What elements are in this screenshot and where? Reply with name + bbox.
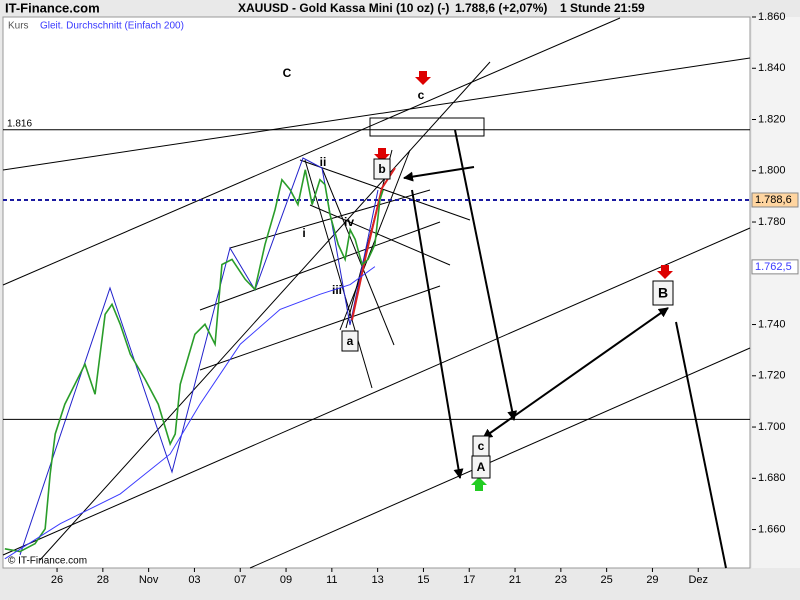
- trend-line: [199, 285, 441, 371]
- wave-label: ii: [320, 155, 327, 169]
- y-tick-label: 1.660: [758, 523, 786, 535]
- copyright: © IT-Finance.com: [8, 556, 87, 567]
- x-tick-label: 26: [51, 574, 63, 586]
- wave-label: iii: [332, 283, 342, 297]
- wave-label: a: [347, 334, 354, 348]
- quote: 1.788,6 (+2,07%): [455, 1, 547, 15]
- trend-line: [2, 17, 621, 286]
- x-tick-label: 28: [97, 574, 109, 586]
- wave-label: B: [658, 285, 668, 301]
- arrow: [482, 307, 669, 439]
- target-zone: [369, 117, 485, 137]
- time: 21:59: [614, 1, 645, 15]
- x-tick-label: 29: [646, 574, 658, 586]
- wave-label: iv: [344, 215, 354, 229]
- arrow: [675, 321, 727, 569]
- red-arrow: [657, 265, 673, 279]
- trend-line: [321, 167, 395, 346]
- arrow: [403, 166, 475, 182]
- arrow: [411, 189, 464, 479]
- x-tick-label: 13: [372, 574, 384, 586]
- x-tick-label: Nov: [139, 574, 159, 586]
- x-tick-label: 03: [188, 574, 200, 586]
- y-tick-label: 1.860: [758, 11, 786, 23]
- x-tick-label: 25: [601, 574, 613, 586]
- ma-tag-label: 1.762,5: [755, 261, 792, 273]
- y-tick-label: 1.840: [758, 62, 786, 74]
- label-box: [341, 330, 359, 352]
- trend-line: [299, 159, 471, 221]
- price-tag-label: 1.788,6: [755, 194, 792, 206]
- y-tick-label: 1.680: [758, 472, 786, 484]
- legend-entry: Gleit. Durchschnitt (Einfach 200): [40, 21, 184, 32]
- label-box: [471, 455, 491, 479]
- price-tag: [751, 192, 799, 208]
- chart-title: XAUUSD - Gold Kassa Mini (10 oz) (-): [238, 1, 449, 15]
- interval: 1 Stunde: [560, 1, 611, 15]
- y-tick-label: 1.740: [758, 318, 786, 330]
- y-tick-label: 1.700: [758, 421, 786, 433]
- red-arrow: [374, 148, 390, 162]
- series-line: [4, 266, 376, 560]
- wave-label: c: [418, 88, 425, 102]
- x-tick-label: 21: [509, 574, 521, 586]
- trend-line: [199, 221, 441, 311]
- trend-line: [2, 227, 751, 556]
- x-tick-label: 07: [234, 574, 246, 586]
- green-arrow: [471, 477, 487, 491]
- wave-label: c: [478, 439, 485, 453]
- x-tick-label: Dez: [688, 574, 708, 586]
- ma-tag: [751, 259, 799, 275]
- site-name: IT-Finance.com: [5, 0, 100, 15]
- wave-label: C: [283, 66, 292, 80]
- y-tick-label: 1.780: [758, 216, 786, 228]
- legend-entry: Kurs: [8, 21, 29, 32]
- wave-label: i: [302, 226, 305, 240]
- label-box: [652, 280, 674, 306]
- wave-label: A: [477, 460, 486, 474]
- y-tick-label: 1.720: [758, 370, 786, 382]
- x-tick-label: 23: [555, 574, 567, 586]
- series-line: [4, 169, 384, 553]
- y-tick-label: 1.820: [758, 113, 786, 125]
- reference-label: 1.816: [7, 118, 32, 129]
- wave-label: b: [378, 162, 385, 176]
- y-tick-label: 1.800: [758, 165, 786, 177]
- trend-line: [309, 204, 451, 266]
- x-tick-label: 17: [463, 574, 475, 586]
- x-tick-label: 15: [417, 574, 429, 586]
- label-box: [373, 158, 391, 180]
- plot-area: [2, 16, 751, 569]
- x-tick-label: 09: [280, 574, 292, 586]
- x-tick-label: 11: [326, 574, 337, 586]
- red-arrow: [415, 71, 431, 85]
- trend-line: [2, 57, 751, 171]
- y-axis-area: [752, 17, 800, 568]
- trend-line: [304, 159, 373, 389]
- trend-line: [39, 61, 491, 561]
